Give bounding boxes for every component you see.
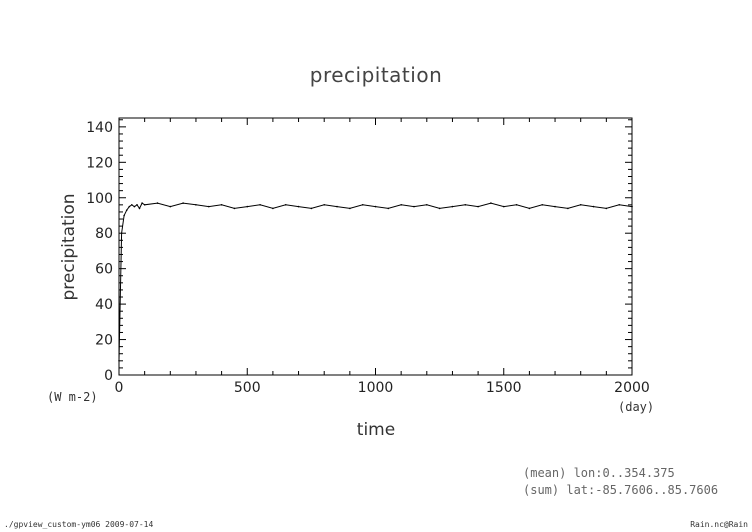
data-point <box>138 207 141 210</box>
data-point <box>233 207 236 210</box>
data-point <box>259 204 261 206</box>
data-point <box>618 204 620 206</box>
data-point <box>503 205 505 208</box>
y-tick-label: 100 <box>86 191 113 207</box>
x-tick-label: 1000 <box>358 380 394 396</box>
data-point <box>133 205 136 208</box>
data-point <box>413 205 415 208</box>
data-point <box>128 205 131 208</box>
data-point <box>426 204 428 206</box>
data-point <box>220 204 223 206</box>
data-point <box>490 202 492 204</box>
y-tick-label: 0 <box>104 368 113 384</box>
data-point <box>554 205 556 208</box>
x-tick-label: 0 <box>115 380 124 396</box>
data-point <box>464 204 467 206</box>
data-point <box>400 204 403 206</box>
data-point <box>387 207 390 210</box>
data-point <box>182 202 184 204</box>
data-point <box>605 207 608 210</box>
data-point <box>361 204 364 206</box>
y-axis-title: precipitation <box>59 193 79 300</box>
x-unit-label: (day) <box>618 400 654 414</box>
annotation-sum: (sum) lat:-85.7606..85.7606 <box>523 483 718 497</box>
data-point <box>131 204 133 206</box>
data-point <box>120 232 123 234</box>
data-point <box>515 204 518 206</box>
y-tick-label: 140 <box>86 120 113 136</box>
y-tick-label: 120 <box>86 155 113 171</box>
data-point <box>246 205 249 208</box>
x-axis-title: time <box>357 420 395 440</box>
data-point <box>631 205 633 208</box>
data-point <box>541 204 543 206</box>
data-point <box>579 204 582 206</box>
data-point <box>297 205 300 208</box>
data-point <box>272 207 274 210</box>
plot-frame <box>118 117 633 376</box>
data-point <box>156 202 159 204</box>
data-point <box>123 214 125 217</box>
series-layer <box>118 202 633 362</box>
y-unit-label: (W m-2) <box>47 390 98 404</box>
data-point <box>136 204 138 206</box>
y-tick-label: 40 <box>95 297 113 313</box>
y-tick-label: 20 <box>95 333 113 349</box>
x-tick-label: 500 <box>234 380 261 396</box>
footer-left: ./gpview_custom-ym06 2009-07-14 <box>4 520 153 529</box>
data-point <box>336 205 338 208</box>
data-point <box>438 207 441 210</box>
data-point <box>118 360 120 362</box>
data-point <box>143 204 146 206</box>
data-point <box>528 207 531 210</box>
x-tick-label: 1500 <box>486 380 522 396</box>
data-point <box>195 204 197 206</box>
ticks-layer: 0 500 1000 1500 2000 0 20 40 60 80 100 120 140 <box>86 118 650 396</box>
data-point <box>284 204 287 206</box>
data-point <box>125 209 128 211</box>
data-point <box>208 205 210 208</box>
data-point <box>349 207 351 210</box>
data-point <box>477 205 479 208</box>
data-point <box>567 207 569 210</box>
x-tick-label: 2000 <box>614 380 650 396</box>
data-point <box>451 205 454 208</box>
data-point <box>374 205 377 208</box>
y-tick-label: 80 <box>95 226 113 242</box>
data-point <box>169 205 172 208</box>
data-point <box>141 202 143 204</box>
footer-right: Rain.nc@Rain <box>690 520 748 529</box>
y-tick-label: 60 <box>95 262 113 278</box>
chart-title: precipitation <box>310 63 443 87</box>
data-point <box>323 204 326 206</box>
data-point <box>592 205 595 208</box>
annotation-mean: (mean) lon:0..354.375 <box>523 466 675 480</box>
data-point <box>310 207 313 210</box>
series-line <box>118 202 633 361</box>
